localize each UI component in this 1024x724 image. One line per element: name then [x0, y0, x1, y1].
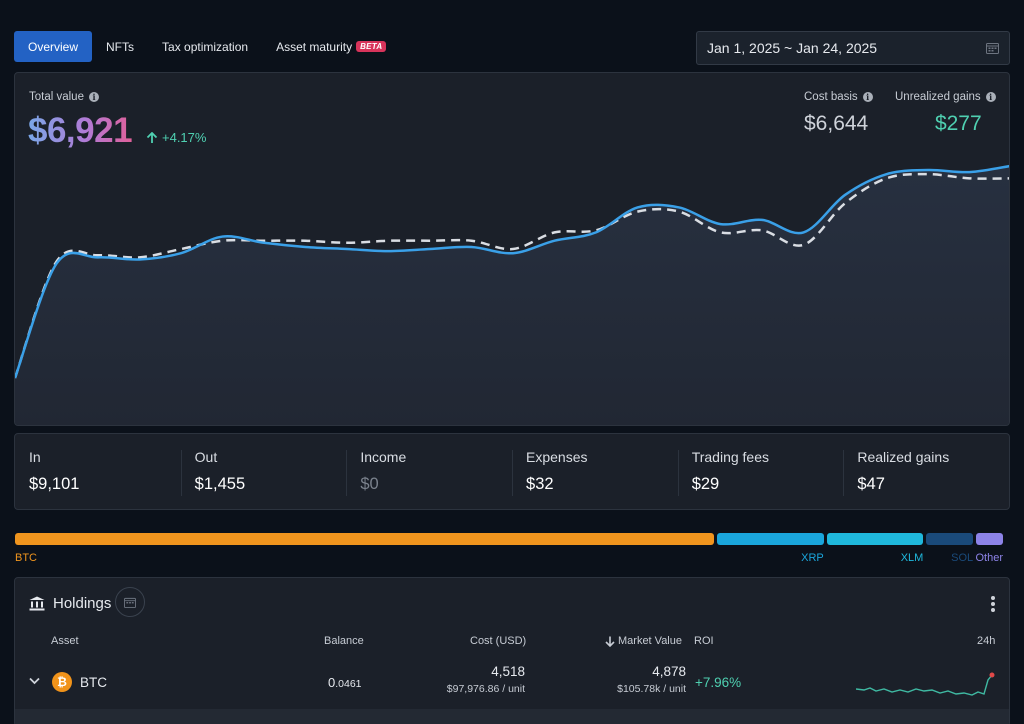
allocation-label-sol: SOL: [951, 552, 974, 564]
stat-expenses: Expenses $32: [512, 434, 678, 509]
col-balance[interactable]: Balance: [324, 635, 364, 647]
holdings-title: Holdings: [29, 595, 111, 612]
allocation-segment-sol[interactable]: [926, 533, 974, 545]
cost: 4,518 $97,976.86 / unit: [447, 664, 525, 695]
tab-asset-maturity[interactable]: Asset maturity BETA: [262, 31, 400, 62]
table-row[interactable]: [15, 709, 1009, 724]
stat-value: $0: [360, 475, 379, 493]
chevron-down-icon[interactable]: [29, 677, 40, 685]
cost-per-unit: $97,976.86 / unit: [446, 683, 525, 695]
change-percent: +4.17%: [162, 130, 207, 145]
allocation-label-other: Other: [975, 552, 1004, 564]
market-value-per-unit: $105.78k / unit: [617, 683, 686, 695]
holdings-date-button[interactable]: [115, 587, 145, 617]
stat-value: $32: [526, 475, 554, 493]
allocation-label-xrp: XRP: [801, 552, 824, 564]
total-value-line: [15, 164, 1009, 379]
allocation-label-xlm: XLM: [900, 552, 924, 564]
tab-nfts[interactable]: NFTs: [92, 31, 148, 62]
stat-out: Out $1,455: [180, 434, 347, 509]
chart-area-fill: [15, 166, 1009, 425]
tab-label: Overview: [28, 39, 79, 54]
balance-int: 0: [328, 675, 336, 690]
holdings-panel: Holdings Asset Balance Cost (USD) Market…: [14, 577, 1010, 724]
allocation-bar: [15, 533, 1011, 545]
tab-label: Asset maturity: [276, 39, 353, 54]
cost-value: 4,518: [491, 664, 525, 679]
stat-income: Income $0: [346, 434, 512, 509]
label-text: Total value: [29, 91, 84, 103]
stat-realized-gains: Realized gains $47: [843, 434, 1009, 509]
tab-bar: Overview NFTs Tax optimization Asset mat…: [14, 31, 400, 62]
date-range-text: Jan 1, 2025 ~ Jan 24, 2025: [707, 40, 878, 56]
calendar-icon: [986, 43, 999, 54]
cost-basis: Cost basis i $6,644: [804, 91, 873, 136]
stat-trading-fees: Trading fees $29: [677, 434, 844, 509]
market-value-amount: 4,878: [652, 664, 686, 679]
market-value: 4,878 $105.78k / unit: [617, 664, 686, 695]
tab-tax-optimization[interactable]: Tax optimization: [148, 31, 262, 62]
beta-badge: BETA: [356, 41, 387, 52]
unrealized-gains-value: $277: [934, 112, 982, 135]
info-icon[interactable]: i: [985, 92, 996, 102]
stat-label: Expenses: [526, 449, 588, 465]
tab-label: NFTs: [106, 39, 135, 54]
balance: 0.0461: [328, 675, 362, 690]
cost-basis-line: [15, 172, 1009, 379]
unrealized-gains-label: Unrealized gains: [895, 91, 981, 103]
stat-value: $9,101: [29, 475, 80, 493]
col-roi[interactable]: ROI: [694, 635, 714, 647]
sparkline-24h: [856, 672, 995, 696]
unrealized-gains: Unrealized gains i $277: [895, 91, 996, 136]
bank-icon: [29, 596, 45, 611]
col-24h[interactable]: 24h: [977, 635, 996, 647]
roi: +7.96%: [695, 675, 742, 690]
tab-overview[interactable]: Overview: [14, 31, 93, 62]
holdings-title-text: Holdings: [53, 595, 112, 612]
table-row[interactable]: ₿ BTC 0.0461 4,518 $97,976.86 / unit 4,8…: [15, 660, 1009, 706]
stat-value: $1,455: [194, 475, 246, 493]
allocation-segment-xlm[interactable]: [826, 533, 924, 545]
portfolio-value-chart: [15, 164, 1009, 425]
allocation-segment-xrp[interactable]: [717, 533, 824, 545]
total-value: $6,921: [28, 111, 133, 150]
col-market-value-label: Market Value: [618, 635, 682, 647]
asset-name: BTC: [80, 675, 107, 690]
balance-decimal: .0461: [335, 678, 362, 690]
btc-icon: ₿: [52, 672, 72, 692]
calendar-icon: [124, 597, 136, 608]
allocation-segment-other[interactable]: [976, 533, 1003, 545]
portfolio-chart-panel: Total value i $6,921 +4.17% Cost basis i …: [14, 72, 1010, 426]
stat-label: Realized gains: [857, 449, 950, 465]
allocation-segment-btc[interactable]: [15, 533, 715, 545]
cost-basis-value: $6,644: [804, 112, 869, 135]
col-asset[interactable]: Asset: [51, 635, 79, 647]
total-value-label: Total value i: [29, 91, 99, 103]
allocation-label-btc: BTC: [15, 552, 37, 564]
col-market-value[interactable]: Market Value: [605, 635, 682, 647]
stat-value: $29: [691, 475, 720, 493]
total-value-change: +4.17%: [146, 130, 206, 145]
stat-label: Out: [194, 449, 218, 465]
stat-label: Trading fees: [691, 449, 769, 465]
stat-label: Income: [360, 449, 407, 465]
stat-label: In: [29, 449, 41, 465]
tab-label: Tax optimization: [162, 39, 249, 54]
info-icon[interactable]: i: [862, 92, 873, 102]
more-options-icon[interactable]: [991, 596, 995, 614]
arrow-up-icon: [146, 131, 158, 143]
stat-in: In $9,101: [15, 434, 181, 509]
flow-stats: In $9,101 Out $1,455 Income $0 Expenses $32 …: [14, 433, 1010, 510]
cost-basis-label: Cost basis: [804, 91, 858, 103]
arrow-down-icon: [605, 636, 615, 647]
col-cost[interactable]: Cost (USD): [470, 635, 527, 647]
info-icon[interactable]: i: [88, 92, 99, 102]
stat-value: $47: [857, 475, 885, 493]
date-range-picker[interactable]: Jan 1, 2025 ~ Jan 24, 2025: [696, 31, 1010, 65]
